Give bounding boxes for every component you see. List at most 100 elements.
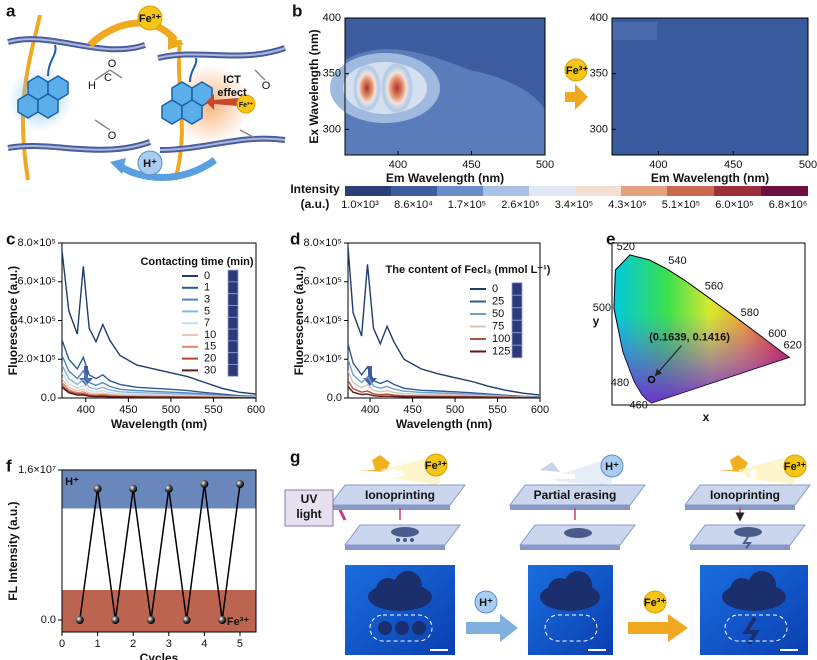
x-tick-label: 500 — [446, 404, 464, 416]
plot-frame — [61, 469, 257, 633]
x-tick-label: 400 — [649, 159, 667, 171]
wavelength-label: 500 — [593, 302, 611, 314]
legend-box — [511, 307, 523, 321]
legend-box — [227, 364, 239, 377]
y-tick-label: 8.0×10⁵ — [303, 237, 342, 249]
colorbar-label: 2.6×10⁵ — [501, 199, 540, 211]
ion-label: Fe³⁺ — [566, 65, 589, 77]
panel-label: a — [6, 1, 16, 20]
band — [62, 470, 256, 509]
plot-frame — [611, 17, 809, 156]
legend-box — [227, 316, 239, 330]
cycle-point — [218, 616, 227, 624]
spectrum-line — [348, 370, 540, 398]
ion-label: Fe³⁺ — [784, 461, 807, 473]
colorbar-label: 3.4×10⁵ — [555, 199, 594, 211]
y-tick-label: 4.0×10⁵ — [303, 314, 342, 326]
legend-box — [227, 352, 239, 365]
panel-g-diagram — [284, 453, 811, 655]
effect-label: effect — [217, 87, 247, 99]
axis-title: Em Wavelength (nm) — [386, 171, 504, 185]
legend-label: 25 — [492, 295, 504, 307]
legend-label: 20 — [204, 353, 216, 365]
x-tick-label: 1 — [95, 638, 101, 650]
spectrum-line — [348, 359, 540, 398]
axis-title: Wavelength (nm) — [111, 417, 207, 431]
legend-box — [511, 294, 523, 309]
spectrum-line — [348, 385, 540, 398]
ion-label: Fe³⁺ — [644, 597, 667, 609]
step-label: Partial erasing — [534, 488, 617, 502]
uv-label: UV — [301, 492, 318, 506]
atom-label: O — [262, 80, 271, 92]
ion-label: H⁺ — [143, 158, 157, 170]
x-tick-label: 2 — [130, 638, 136, 650]
colorbar-label: 1.7×10⁵ — [448, 199, 487, 211]
legend-box — [511, 282, 523, 296]
legend-label: 30 — [204, 364, 216, 376]
cycle-point — [93, 484, 102, 493]
y-tick-label: 6.0×10⁵ — [303, 276, 342, 288]
axis-title: y — [593, 314, 600, 328]
y-tick-label: 300 — [323, 123, 341, 135]
legend-label: 0 — [204, 270, 210, 282]
cycle-line — [79, 484, 241, 621]
panel-a-diagram — [7, 5, 287, 181]
panel-label: b — [292, 1, 302, 20]
wavelength-label: 480 — [611, 377, 629, 389]
legend-box — [227, 305, 239, 318]
y-tick-label: 0.0 — [327, 392, 342, 404]
cycle-point — [200, 480, 209, 489]
wavelength-label: 540 — [668, 255, 686, 267]
colorbar-label: 6.0×10⁵ — [715, 199, 754, 211]
colorbar-label: 5.1×10⁵ — [662, 199, 701, 211]
y-tick-label: 400 — [323, 12, 341, 24]
cycle-point — [111, 616, 120, 624]
y-tick-label: 350 — [590, 68, 608, 80]
y-tick-label: 8.0×10⁵ — [17, 237, 56, 249]
cycle-point — [164, 484, 173, 493]
wavelength-label: 600 — [768, 328, 786, 340]
y-tick-label: 400 — [590, 12, 608, 24]
x-tick-label: 400 — [389, 159, 407, 171]
y-tick-label: 6.0×10⁵ — [17, 276, 56, 288]
cycle-point — [129, 484, 138, 493]
atom-label: C — [104, 72, 112, 84]
panel-label: e — [606, 229, 615, 248]
legend-label: 50 — [492, 308, 504, 320]
ion-label: H⁺ — [605, 461, 619, 473]
colorbar-title: (a.u.) — [301, 197, 330, 211]
atom-label: O — [108, 130, 117, 142]
x-tick-label: 550 — [204, 404, 222, 416]
wavelength-label: 520 — [617, 241, 635, 253]
colorbar-title: Intensity — [290, 182, 340, 196]
y-tick-label: 1.6×10⁷ — [18, 464, 56, 476]
axis-title: Wavelength (nm) — [396, 417, 492, 431]
axis-title: Fluorescence (a.u.) — [6, 266, 20, 375]
legend-box — [511, 332, 523, 346]
annotation-arrow — [654, 345, 682, 377]
panel-label: d — [290, 229, 300, 248]
x-tick-label: 500 — [536, 159, 554, 171]
axis-title: Em Wavelength (nm) — [651, 171, 769, 185]
contour-map — [330, 18, 808, 156]
legend-label: 1 — [204, 282, 210, 294]
cycle-point — [146, 616, 155, 624]
cycle-point — [235, 480, 244, 489]
y-tick-label: 0.0 — [41, 392, 56, 404]
decrease-arrow — [363, 366, 377, 386]
axis-title: x — [703, 410, 710, 424]
legend-label: 15 — [204, 341, 216, 353]
spectrum-line — [348, 343, 540, 398]
y-tick-label: 2.0×10⁵ — [303, 353, 342, 365]
x-tick-label: 500 — [162, 404, 180, 416]
uv-label: light — [296, 507, 321, 521]
ion-label: Fe³⁺ — [425, 460, 448, 472]
x-tick-label: 4 — [201, 638, 207, 650]
band-label: H⁺ — [65, 476, 79, 488]
axis-title: Ex Wavelength (nm) — [307, 29, 321, 143]
y-tick-label: 0.0 — [41, 614, 56, 626]
step-label: Ionoprinting — [710, 488, 780, 502]
legend-label: 75 — [492, 320, 504, 332]
legend-label: 125 — [492, 345, 510, 357]
